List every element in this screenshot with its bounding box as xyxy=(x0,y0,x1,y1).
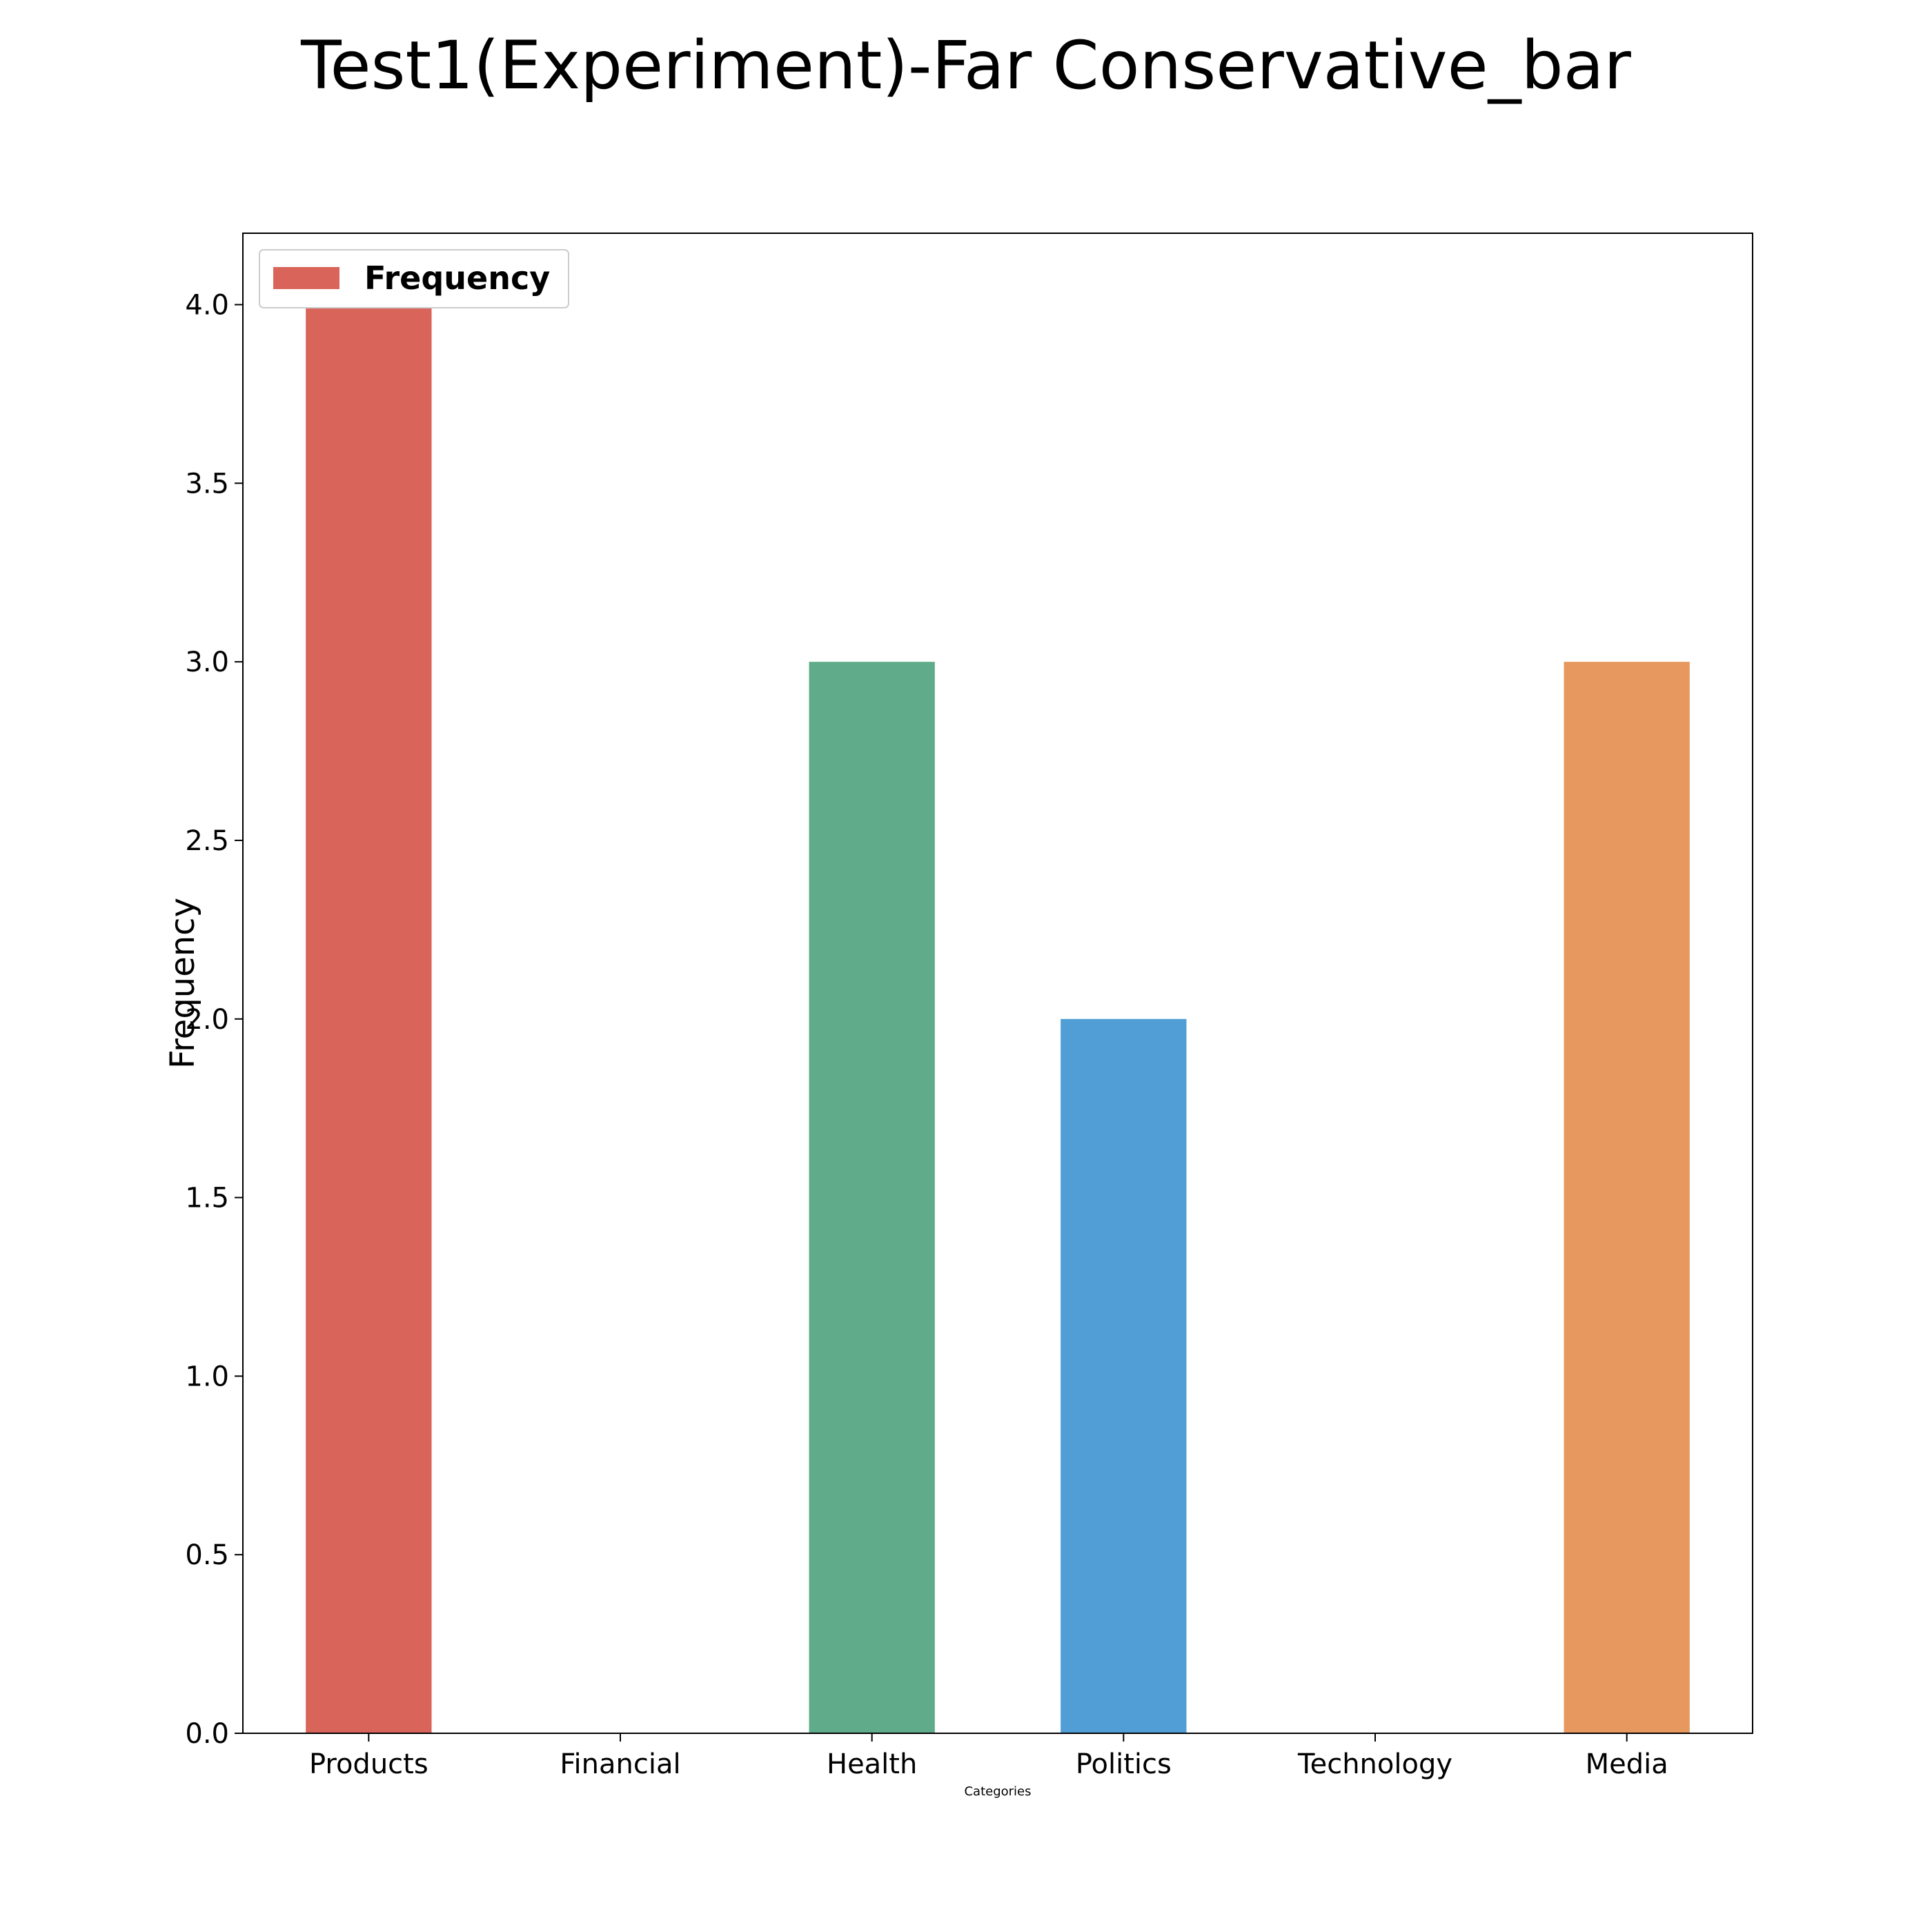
y-tick-label: 3.5 xyxy=(185,468,229,500)
x-tick-label: Media xyxy=(1586,1748,1668,1780)
bar-products xyxy=(306,304,432,1733)
y-tick-label: 0.0 xyxy=(185,1718,229,1750)
bar-politics xyxy=(1061,1018,1187,1733)
y-tick-label: 3.0 xyxy=(185,647,229,678)
bar-media xyxy=(1564,662,1690,1734)
y-tick-label: 0.5 xyxy=(185,1539,229,1571)
legend-swatch xyxy=(273,267,339,289)
x-axis-label: Categories xyxy=(964,1784,1031,1799)
legend-box xyxy=(259,249,569,308)
y-tick-label: 2.0 xyxy=(185,1004,229,1036)
x-axis: Products Financial Health Politics Technolog… xyxy=(309,1733,1668,1780)
y-axis: 0.0 0.5 1.0 1.5 2.0 2.5 3.0 3.5 4.0 xyxy=(185,290,243,1750)
y-tick-label: 2.5 xyxy=(185,825,229,857)
x-tick-label: Technology xyxy=(1297,1748,1452,1780)
x-tick-label: Politics xyxy=(1076,1748,1172,1780)
y-tick-label: 1.0 xyxy=(185,1361,229,1392)
plot-frame xyxy=(242,233,1753,1734)
y-axis-label: Frequency xyxy=(164,898,202,1069)
chart-title: Test1(Experiment)-Far Conservative_bar xyxy=(300,27,1631,104)
bar-health xyxy=(809,662,935,1734)
x-tick-label: Health xyxy=(827,1748,917,1780)
legend: Frequency xyxy=(259,249,569,308)
legend-label: Frequency xyxy=(364,259,550,297)
y-tick-label: 4.0 xyxy=(185,290,229,322)
y-tick-label: 1.5 xyxy=(185,1183,229,1214)
x-tick-label: Products xyxy=(309,1748,428,1780)
x-tick-label: Financial xyxy=(560,1748,680,1780)
plot-area xyxy=(306,304,1690,1734)
